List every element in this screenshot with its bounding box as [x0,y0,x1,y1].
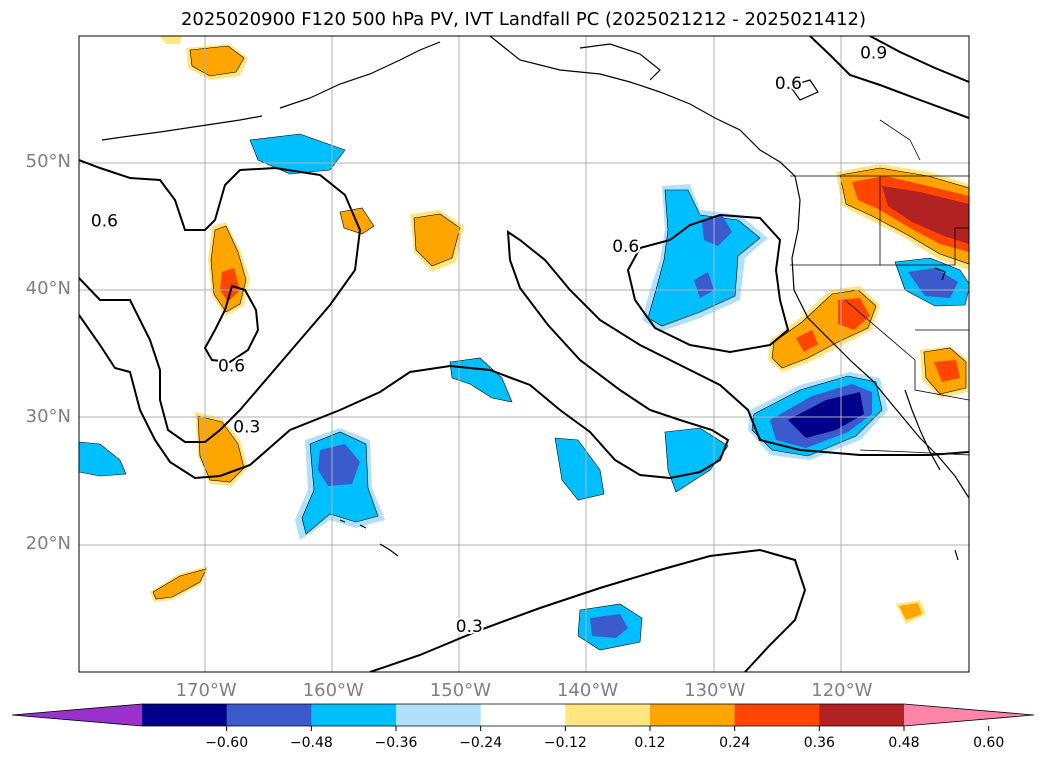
shade-blob [934,360,960,382]
lon-label: 140°W [556,680,619,701]
colorbar-segment [396,704,482,726]
lon-label: 130°W [684,680,746,701]
contour-label: 0.6 [91,211,118,231]
lat-label: 40°N [25,278,71,300]
shade-blob [899,603,922,620]
shade-blob [318,444,360,486]
lon-label: 120°W [811,680,873,701]
shade-blob [220,268,240,302]
shade-blob [249,133,346,175]
colorbar-segment [734,704,820,726]
shade-blob [160,36,182,44]
colorbar-tick-label: −0.60 [205,735,249,751]
map-frame [78,35,970,673]
shade-blob [152,568,207,600]
shade-blob [838,298,870,330]
shade-blob [788,392,864,438]
contour-label: 0.3 [233,418,260,438]
colorbar-tick-label: 0.60 [973,735,1005,751]
colorbar-segment [311,704,397,726]
shade-blob [79,441,127,477]
contour-label: 0.6 [218,356,245,376]
contour-label: 0.6 [612,237,639,257]
colorbar-tick-label: −0.12 [543,735,587,751]
shade-blob [882,186,969,244]
colorbar-extend-max [904,704,1034,726]
contour-label: 0.6 [775,74,802,94]
colorbar-tick-label: −0.36 [374,735,418,751]
colorbar-tick-label: −0.24 [459,735,503,751]
colorbar-tick-label: 0.36 [803,735,835,751]
shade-blob [413,213,461,267]
pv-contours [79,36,969,672]
colorbar-outline [11,703,1035,727]
state-borders [790,119,969,456]
colorbar-segment [650,704,736,726]
shade-blob [590,614,628,638]
lon-label: 170°W [175,680,237,701]
colorbar-tick-label: 0.24 [719,735,751,751]
colorbar-tick-label: 0.12 [634,735,666,751]
contour-label: 0.9 [860,44,887,64]
colorbar-tick-label: −0.48 [289,735,333,751]
colorbar-extend-min [12,704,142,726]
shade-blob [189,45,245,77]
shade-blob [449,357,513,403]
lat-label: 30°N [25,405,71,427]
shade-blob [796,330,818,352]
lon-label: 150°W [429,680,491,701]
figure-title: 2025020900 F120 500 hPa PV, IVT Landfall… [180,9,867,30]
colorbar-segment [226,704,312,726]
shade-blob [702,215,732,246]
pc-shading [79,36,969,651]
gridlines [79,36,969,672]
lat-label: 20°N [25,532,71,554]
colorbar-segment [565,704,651,726]
shade-blob [647,189,761,327]
contour-labels: 0.6 0.6 0.3 0.6 0.6 0.9 0.3 [89,42,889,640]
lon-label: 160°W [302,680,364,701]
shade-blob [694,272,714,298]
colorbar-segment [819,704,905,726]
colorbar-segment [480,704,566,726]
coastlines [101,36,969,561]
contour-label: 0.3 [456,617,483,637]
colorbar-tick-label: 0.48 [888,735,920,751]
lat-label: 50°N [25,151,71,173]
colorbar-segment [142,704,228,726]
shade-blob [554,437,605,501]
